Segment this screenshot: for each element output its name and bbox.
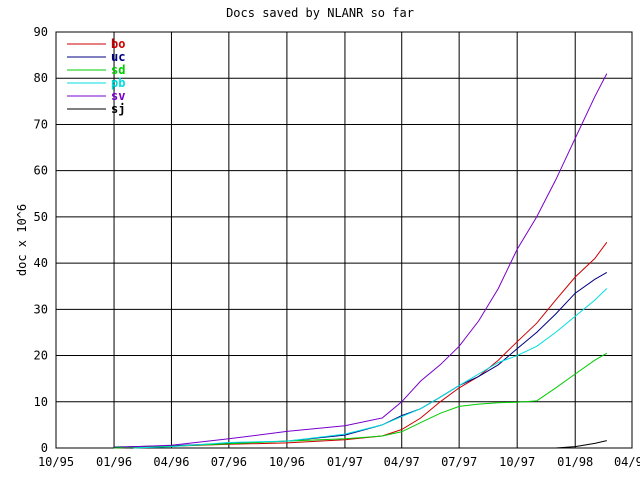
y-tick-label: 70 bbox=[34, 117, 48, 131]
x-tick-label: 10/97 bbox=[499, 455, 535, 469]
series-line-pb bbox=[133, 288, 608, 449]
plot-frame bbox=[55, 31, 633, 449]
series-line-sd bbox=[113, 352, 608, 449]
x-tick-label: 01/97 bbox=[327, 455, 363, 469]
grid bbox=[55, 31, 633, 449]
y-tick-label: 30 bbox=[34, 302, 48, 316]
y-tick-label: 90 bbox=[34, 25, 48, 39]
chart-title: Docs saved by NLANR so far bbox=[226, 6, 414, 20]
series-line-sj bbox=[555, 440, 607, 449]
x-tick-label: 07/97 bbox=[441, 455, 477, 469]
y-tick-label: 50 bbox=[34, 210, 48, 224]
y-tick-label: 80 bbox=[34, 71, 48, 85]
legend-label-bo: bo bbox=[111, 37, 125, 51]
legend-label-sd: sd bbox=[111, 63, 125, 77]
y-tick-label: 60 bbox=[34, 164, 48, 178]
y-tick-label: 20 bbox=[34, 349, 48, 363]
x-tick-label: 04/98 bbox=[614, 455, 640, 469]
series-line-bo bbox=[113, 242, 608, 449]
x-tick-label: 07/96 bbox=[211, 455, 247, 469]
y-tick-label: 40 bbox=[34, 256, 48, 270]
x-tick-label: 01/96 bbox=[96, 455, 132, 469]
x-tick-label: 04/96 bbox=[153, 455, 189, 469]
x-tick-label: 10/95 bbox=[38, 455, 74, 469]
x-tick-label: 01/98 bbox=[557, 455, 593, 469]
y-tick-label: 10 bbox=[34, 395, 48, 409]
series-line-uc bbox=[113, 271, 608, 448]
y-tick-label: 0 bbox=[41, 441, 48, 455]
legend-label-sv: sv bbox=[111, 89, 125, 103]
legend-label-pb: pb bbox=[111, 76, 125, 90]
series-lines bbox=[113, 73, 608, 449]
x-tick-label: 10/96 bbox=[269, 455, 305, 469]
y-axis-label: doc x 10^6 bbox=[15, 204, 29, 276]
legend-label-uc: uc bbox=[111, 50, 125, 64]
tick-labels: 0 10 20 30 40 50 60 70 80 90 10/95 01/96 04/96 07/96 1… bbox=[34, 25, 640, 469]
legend-label-sj: sj bbox=[111, 102, 125, 116]
x-tick-label: 04/97 bbox=[384, 455, 420, 469]
series-line-sv bbox=[122, 73, 608, 448]
